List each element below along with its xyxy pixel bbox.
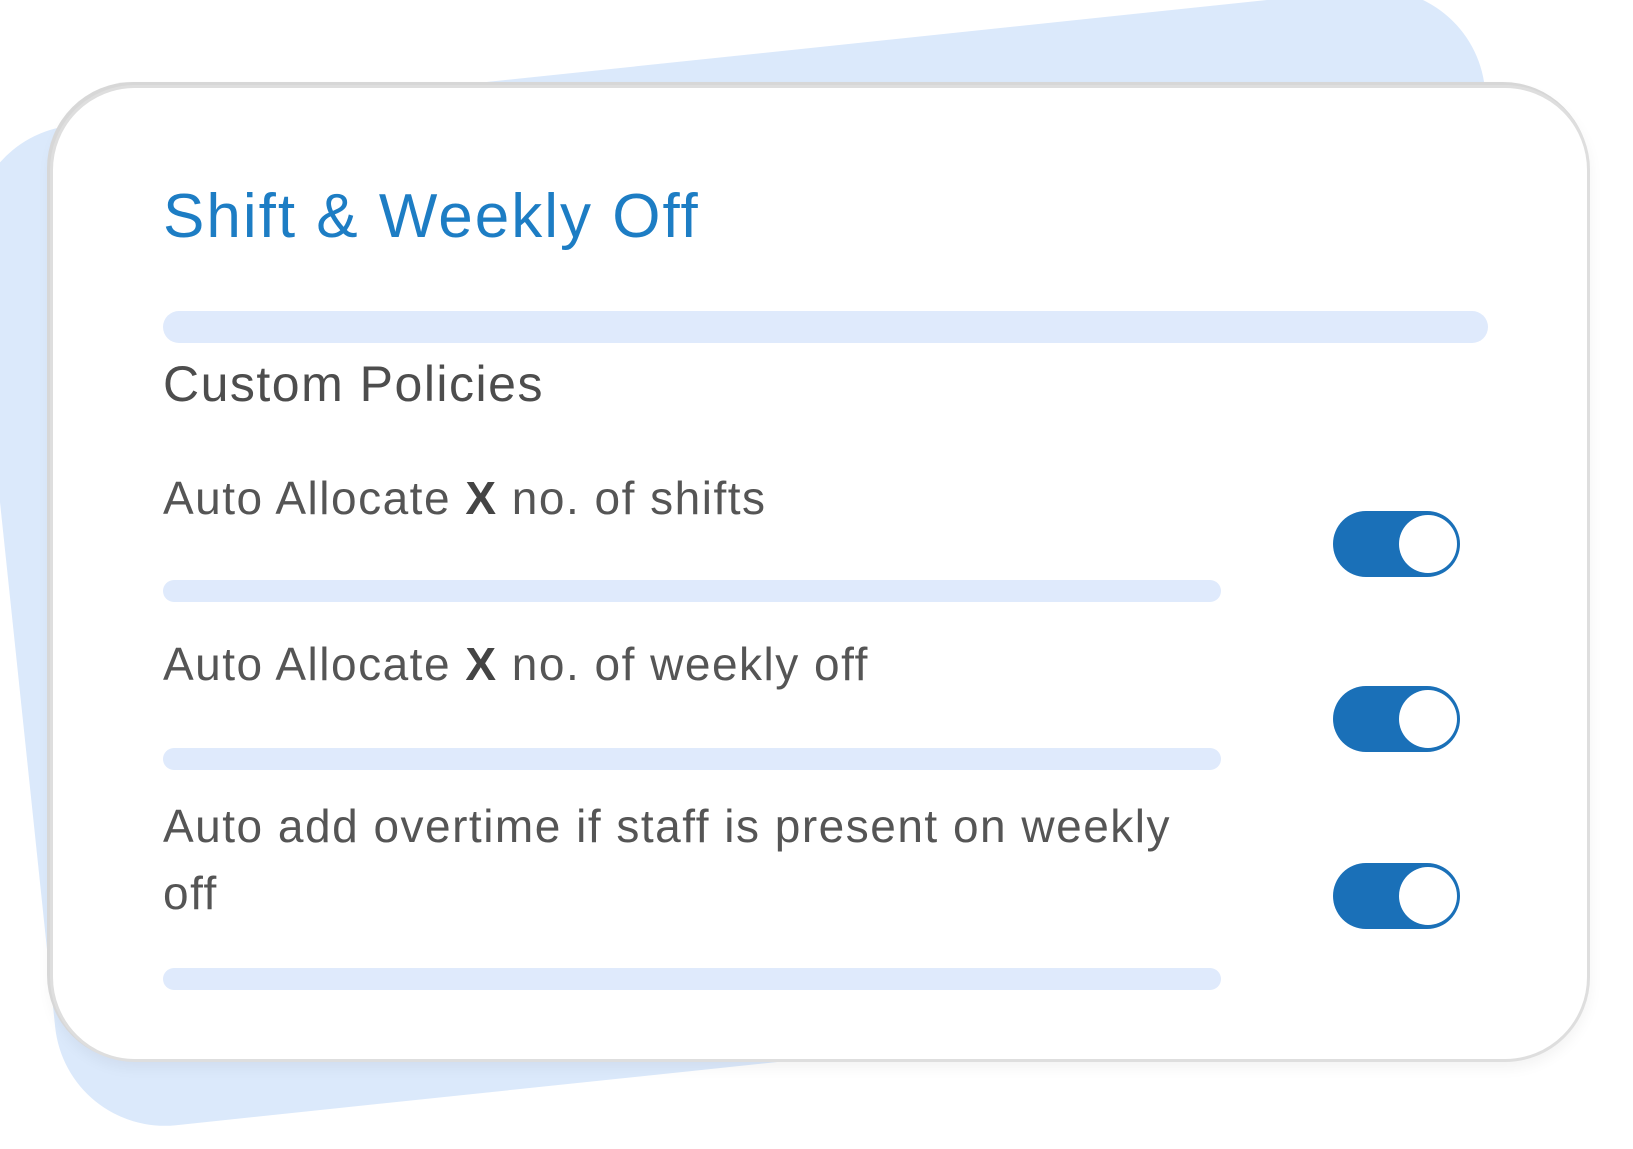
label-bold-x: X xyxy=(465,472,498,524)
policy-label-auto-allocate-shifts: Auto Allocate X no. of shifts xyxy=(163,465,767,532)
toggle-knob xyxy=(1399,515,1457,573)
row-divider xyxy=(163,968,1221,990)
label-text: Auto Allocate xyxy=(163,472,466,524)
policy-label-auto-add-overtime: Auto add overtime if staff is present on… xyxy=(163,793,1173,926)
policy-label-auto-allocate-weekly-off: Auto Allocate X no. of weekly off xyxy=(163,631,869,698)
label-text: Auto add overtime if staff is present on… xyxy=(163,800,1172,919)
label-text: Auto Allocate xyxy=(163,638,466,690)
header-divider xyxy=(163,311,1488,343)
toggle-knob xyxy=(1399,690,1457,748)
section-heading: Custom Policies xyxy=(163,356,544,412)
label-text: no. of weekly off xyxy=(497,638,869,690)
row-divider xyxy=(163,580,1221,602)
toggle-auto-add-overtime[interactable] xyxy=(1333,863,1460,929)
row-divider xyxy=(163,748,1221,770)
toggle-auto-allocate-weekly-off[interactable] xyxy=(1333,686,1460,752)
label-bold-x: X xyxy=(465,638,498,690)
page-title: Shift & Weekly Off xyxy=(163,182,700,251)
toggle-knob xyxy=(1399,867,1457,925)
settings-card: Shift & Weekly Off Custom Policies Auto … xyxy=(50,85,1590,1062)
label-text: no. of shifts xyxy=(497,472,767,524)
toggle-auto-allocate-shifts[interactable] xyxy=(1333,511,1460,577)
